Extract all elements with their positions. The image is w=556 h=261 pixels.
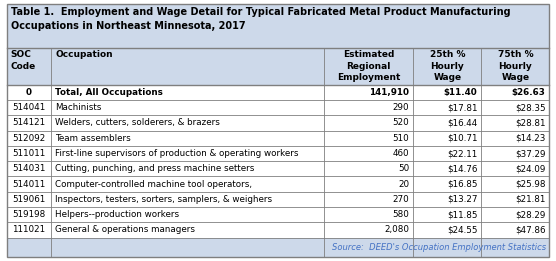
- Text: 514031: 514031: [12, 164, 46, 173]
- Bar: [7, 131, 549, 146]
- Text: Machinists: Machinists: [55, 103, 101, 112]
- Bar: [7, 115, 549, 131]
- Text: $13.27: $13.27: [447, 195, 478, 204]
- Bar: [7, 100, 549, 115]
- Text: 519198: 519198: [12, 210, 46, 219]
- Text: 50: 50: [398, 164, 409, 173]
- Text: General & operations managers: General & operations managers: [55, 226, 195, 234]
- Text: 510: 510: [393, 134, 409, 143]
- Text: $16.44: $16.44: [448, 118, 478, 127]
- Text: Source:  DEED's Occupation Employment Statistics: Source: DEED's Occupation Employment Sta…: [332, 243, 547, 252]
- Text: Total, All Occupations: Total, All Occupations: [55, 88, 163, 97]
- Text: 514121: 514121: [12, 118, 46, 127]
- Text: SOC
Code: SOC Code: [11, 50, 36, 71]
- Text: 75th %
Hourly
Wage: 75th % Hourly Wage: [498, 50, 533, 82]
- Bar: [7, 4, 549, 48]
- Bar: [7, 192, 549, 207]
- Bar: [7, 222, 549, 238]
- Text: $28.35: $28.35: [515, 103, 545, 112]
- Text: $24.09: $24.09: [515, 164, 545, 173]
- Text: $25.98: $25.98: [515, 180, 545, 188]
- Text: $16.85: $16.85: [447, 180, 478, 188]
- Text: $28.29: $28.29: [515, 210, 545, 219]
- Text: Table 1.  Employment and Wage Detail for Typical Fabricated Metal Product Manufa: Table 1. Employment and Wage Detail for …: [11, 7, 511, 31]
- Text: $21.81: $21.81: [515, 195, 545, 204]
- Text: Welders, cutters, solderers, & brazers: Welders, cutters, solderers, & brazers: [55, 118, 220, 127]
- Text: Computer-controlled machine tool operators,: Computer-controlled machine tool operato…: [55, 180, 252, 188]
- Text: 0: 0: [26, 88, 32, 97]
- Text: $24.55: $24.55: [447, 226, 478, 234]
- Text: $11.85: $11.85: [447, 210, 478, 219]
- Text: 460: 460: [393, 149, 409, 158]
- Text: $47.86: $47.86: [515, 226, 545, 234]
- Text: $17.81: $17.81: [447, 103, 478, 112]
- Text: $28.81: $28.81: [515, 118, 545, 127]
- Bar: [7, 176, 549, 192]
- Text: 580: 580: [393, 210, 409, 219]
- Bar: [7, 146, 549, 161]
- Text: 520: 520: [393, 118, 409, 127]
- Bar: [7, 85, 549, 100]
- Text: 514011: 514011: [12, 180, 46, 188]
- Text: 20: 20: [398, 180, 409, 188]
- Text: $37.29: $37.29: [515, 149, 545, 158]
- Text: $11.40: $11.40: [444, 88, 478, 97]
- Text: Inspectors, testers, sorters, samplers, & weighers: Inspectors, testers, sorters, samplers, …: [55, 195, 272, 204]
- Text: $22.11: $22.11: [448, 149, 478, 158]
- Text: 511011: 511011: [12, 149, 46, 158]
- Text: 270: 270: [393, 195, 409, 204]
- Text: 111021: 111021: [12, 226, 46, 234]
- Bar: [7, 48, 549, 85]
- Text: 519061: 519061: [12, 195, 46, 204]
- Text: $10.71: $10.71: [447, 134, 478, 143]
- Text: 141,910: 141,910: [369, 88, 409, 97]
- Bar: [7, 207, 549, 222]
- Bar: [7, 238, 549, 257]
- Text: 25th %
Hourly
Wage: 25th % Hourly Wage: [430, 50, 465, 82]
- Text: $14.23: $14.23: [515, 134, 545, 143]
- Text: 290: 290: [393, 103, 409, 112]
- Text: $14.76: $14.76: [447, 164, 478, 173]
- Text: First-line supervisors of production & operating workers: First-line supervisors of production & o…: [55, 149, 299, 158]
- Bar: [7, 161, 549, 176]
- Text: $26.63: $26.63: [512, 88, 545, 97]
- Text: Helpers--production workers: Helpers--production workers: [55, 210, 179, 219]
- Text: 514041: 514041: [12, 103, 46, 112]
- Text: Cutting, punching, and press machine setters: Cutting, punching, and press machine set…: [55, 164, 255, 173]
- Text: Estimated
Regional
Employment: Estimated Regional Employment: [337, 50, 400, 82]
- Text: Occupation: Occupation: [55, 50, 113, 59]
- Text: 512092: 512092: [12, 134, 46, 143]
- Text: Team assemblers: Team assemblers: [55, 134, 131, 143]
- Text: 2,080: 2,080: [384, 226, 409, 234]
